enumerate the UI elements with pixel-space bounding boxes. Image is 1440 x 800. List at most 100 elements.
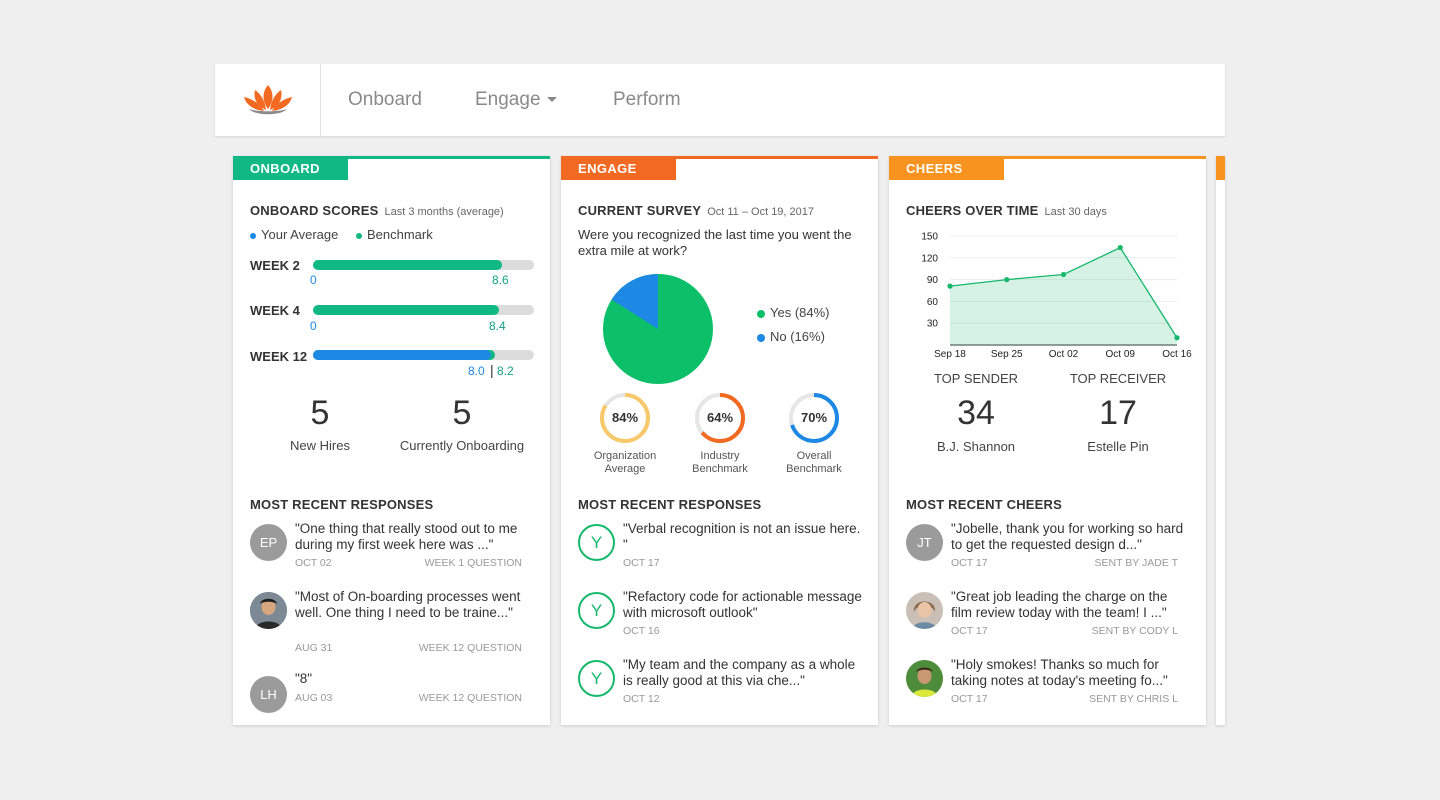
y-tick-label: 90 <box>927 275 939 286</box>
list-item[interactable]: EP "One thing that really stood out to m… <box>250 521 530 574</box>
onboard-scores-heading: ONBOARD SCORES <box>250 203 379 218</box>
response-text: "One thing that really stood out to me d… <box>295 521 518 552</box>
top-sender-count: 34 <box>957 394 995 432</box>
x-tick-label: Oct 02 <box>1049 349 1079 360</box>
bar-bench-value: 8.2 <box>497 364 514 378</box>
card-tab-engage[interactable]: ENGAGE <box>561 156 676 180</box>
donut-organization-average: 84% Organization Average <box>590 392 660 476</box>
response-question: WEEK 1 QUESTION <box>424 557 522 569</box>
onboard-scores-subtitle: Last 3 months (average) <box>384 206 504 218</box>
donut-label: Industry Benchmark <box>685 450 755 476</box>
currently-onboarding-count: 5 <box>452 394 472 432</box>
top-sender-name: B.J. Shannon <box>936 439 1016 454</box>
avatar: JT <box>906 524 943 561</box>
response-date: AUG 31 <box>295 642 333 654</box>
list-item[interactable]: "Most of On-boarding processes went well… <box>250 589 530 658</box>
card-tab-onboard[interactable]: ONBOARD <box>233 156 348 180</box>
onboard-legend: Your Average Benchmark <box>250 227 433 242</box>
legend-dot-green <box>355 232 362 239</box>
list-item[interactable]: Y "My team and the company as a whole is… <box>578 657 858 710</box>
donut-label-line: Organization <box>593 450 657 462</box>
cheer-text: "Jobelle, thank you for working so hard … <box>951 521 1184 552</box>
cheers-over-time-heading: CHEERS OVER TIME <box>906 203 1039 218</box>
donut-label-line: Benchmark <box>786 463 842 475</box>
week-label: WEEK 12 <box>250 349 308 364</box>
response-date: AUG 03 <box>295 692 333 704</box>
score-bar-fill <box>313 260 502 270</box>
nav-onboard[interactable]: Onboard <box>348 64 422 136</box>
nav-engage-dropdown[interactable]: Engage <box>475 64 557 136</box>
score-bar <box>313 305 534 315</box>
onboard-card: ONBOARD ONBOARD SCORES Last 3 months (ave… <box>233 156 550 725</box>
score-bar-fill-average <box>313 350 491 360</box>
lotus-logo-icon[interactable] <box>215 64 321 136</box>
response-text-line: well. One thing I need to be traine..." <box>295 605 513 620</box>
donut-ring <box>695 393 745 443</box>
donut-label-line: Overall <box>796 450 832 462</box>
cheers-card: CHEERS CHEERS OVER TIME Last 30 days 150 1… <box>889 156 1206 725</box>
cheer-sender: SENT BY CHRIS L <box>1089 693 1178 705</box>
currently-onboarding-label: Currently Onboarding <box>399 438 525 453</box>
current-survey-dates: Oct 11 – Oct 19, 2017 <box>707 206 815 218</box>
list-item[interactable]: "Great job leading the charge on the fil… <box>906 589 1186 642</box>
list-item[interactable]: Y "Refactory code for actionable message… <box>578 589 862 642</box>
yes-response-icon: Y <box>578 592 615 629</box>
next-card-peek[interactable] <box>1216 156 1225 725</box>
legend-your-average: Your Average <box>261 227 339 242</box>
donut-percent: 64% <box>706 410 734 425</box>
data-point <box>1174 335 1180 341</box>
nav-onboard-label: Onboard <box>348 89 422 110</box>
card-accent-line <box>889 156 1206 159</box>
nav-perform-label: Perform <box>613 89 681 110</box>
pie-legend-no-label: No (16%) <box>770 329 825 344</box>
donut-percent: 84% <box>611 410 639 425</box>
legend-benchmark: Benchmark <box>366 227 433 242</box>
response-text: "Most of On-boarding processes went well… <box>295 589 535 621</box>
caret-down-icon <box>546 97 557 103</box>
donut-label-line: Average <box>604 463 646 475</box>
cheers-area-chart: 150 120 90 60 30 Sep 18 Sep 25 Oct 02 Oct 09 Oct … <box>921 232 1192 361</box>
bar-end-value: 8.4 <box>489 319 506 333</box>
x-tick-label: Sep 18 <box>934 349 966 360</box>
onboard-responses-title: MOST RECENT RESPONSES <box>250 497 434 512</box>
list-item[interactable]: LH "8" AUG 03 WEEK 12 QUESTION <box>250 671 530 716</box>
donut-label-line: Benchmark <box>692 463 748 475</box>
response-date: OCT 12 <box>623 693 660 705</box>
bar-end-value: 8.6 <box>492 273 509 287</box>
avatar <box>906 592 943 629</box>
cheer-date: OCT 17 <box>951 693 988 705</box>
current-survey-heading: CURRENT SURVEY <box>578 203 702 218</box>
top-sender-label: TOP SENDER <box>933 371 1019 386</box>
cheer-sender: SENT BY CODY L <box>1091 625 1178 637</box>
y-tick-label: 150 <box>921 232 938 243</box>
legend-dot-blue <box>250 232 256 239</box>
response-question: WEEK 12 QUESTION <box>418 642 522 654</box>
top-receiver-name: Estelle Pin <box>1087 439 1149 454</box>
cheer-text: "Great job leading the charge on the fil… <box>951 589 1168 620</box>
new-hires-label: New Hires <box>290 438 350 453</box>
donut-percent: 70% <box>800 410 828 425</box>
list-item[interactable]: JT "Jobelle, thank you for working so ha… <box>906 521 1186 574</box>
donut-arc <box>600 393 650 443</box>
response-text: "8" <box>295 671 313 686</box>
score-bar <box>313 260 534 270</box>
x-tick-label: Oct 16 <box>1162 349 1192 360</box>
list-item[interactable]: "Holy smokes! Thanks so much for taking … <box>906 657 1186 710</box>
bar-avg-value: 8.0 <box>468 364 485 378</box>
list-item[interactable]: Y "Verbal recognition is not an issue he… <box>578 521 860 574</box>
y-tick-label: 30 <box>927 319 939 330</box>
response-date: OCT 16 <box>623 625 660 637</box>
cheers-over-time-subtitle: Last 30 days <box>1044 206 1107 218</box>
new-hires-count: 5 <box>310 394 330 432</box>
donut-arc <box>695 393 745 443</box>
nav-perform[interactable]: Perform <box>613 64 681 136</box>
data-point <box>1060 271 1067 278</box>
score-bar-fill <box>313 305 499 315</box>
card-accent-line <box>233 156 550 159</box>
y-tick-label: 60 <box>927 297 939 308</box>
cheer-text: "Holy smokes! Thanks so much for taking … <box>951 657 1168 688</box>
survey-pie-chart <box>603 274 713 384</box>
x-tick-label: Sep 25 <box>991 349 1023 360</box>
data-point <box>1004 277 1010 283</box>
card-tab-cheers[interactable]: CHEERS <box>889 156 1004 180</box>
